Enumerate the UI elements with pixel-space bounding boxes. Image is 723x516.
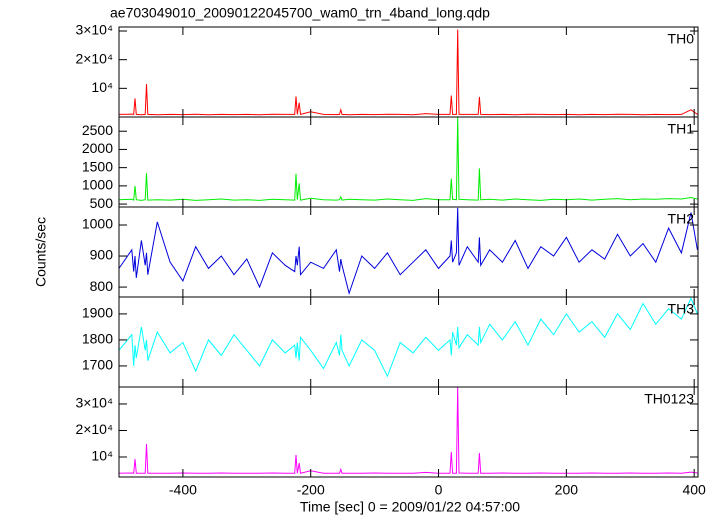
panel-label: TH0 [668, 31, 695, 47]
y-tick-label: 1500 [82, 158, 113, 174]
x-tick-label: -400 [169, 482, 197, 498]
panel-frame [118, 206, 699, 298]
y-tick-label: 1700 [82, 357, 113, 373]
y-tick-label: 1000 [82, 177, 113, 193]
chart-title: ae703049010_20090122045700_wam0_trn_4ban… [110, 5, 490, 21]
y-tick-label: 2500 [82, 122, 113, 138]
x-tick-label: 0 [435, 482, 443, 498]
series-line [118, 29, 698, 116]
panel-frame [118, 116, 699, 208]
series-line [118, 207, 698, 296]
y-tick-label: 1900 [82, 305, 113, 321]
series-line [118, 386, 698, 474]
y-tick-label: 2×10⁴ [75, 421, 113, 437]
panel-label: TH0123 [644, 391, 694, 407]
y-tick-label: 1800 [82, 331, 113, 347]
y-tick-label: 3×10⁴ [75, 395, 113, 411]
y-tick-label: 800 [90, 278, 114, 294]
panel-label: TH1 [668, 121, 695, 137]
y-tick-label: 900 [90, 247, 114, 263]
panel-label: TH3 [668, 301, 695, 317]
y-tick-label: 1000 [82, 216, 113, 232]
x-tick-label: 400 [682, 482, 706, 498]
x-axis-label: Time [sec] 0 = 2009/01/22 04:57:00 [300, 499, 520, 515]
x-tick-label: 200 [555, 482, 579, 498]
y-axis-label: Counts/sec [33, 217, 49, 287]
panel-frame [118, 386, 699, 478]
y-tick-label: 10⁴ [91, 79, 113, 95]
panel-frame [118, 296, 699, 388]
y-tick-label: 2×10⁴ [75, 50, 113, 66]
series-line [118, 297, 698, 378]
y-tick-label: 10⁴ [91, 448, 113, 464]
y-tick-label: 500 [90, 195, 114, 211]
panel-label: TH2 [668, 211, 695, 227]
panel-frame [118, 26, 699, 118]
series-line [118, 117, 698, 201]
x-tick-label: -200 [297, 482, 325, 498]
y-tick-label: 3×10⁴ [75, 22, 113, 38]
y-tick-label: 2000 [82, 140, 113, 156]
